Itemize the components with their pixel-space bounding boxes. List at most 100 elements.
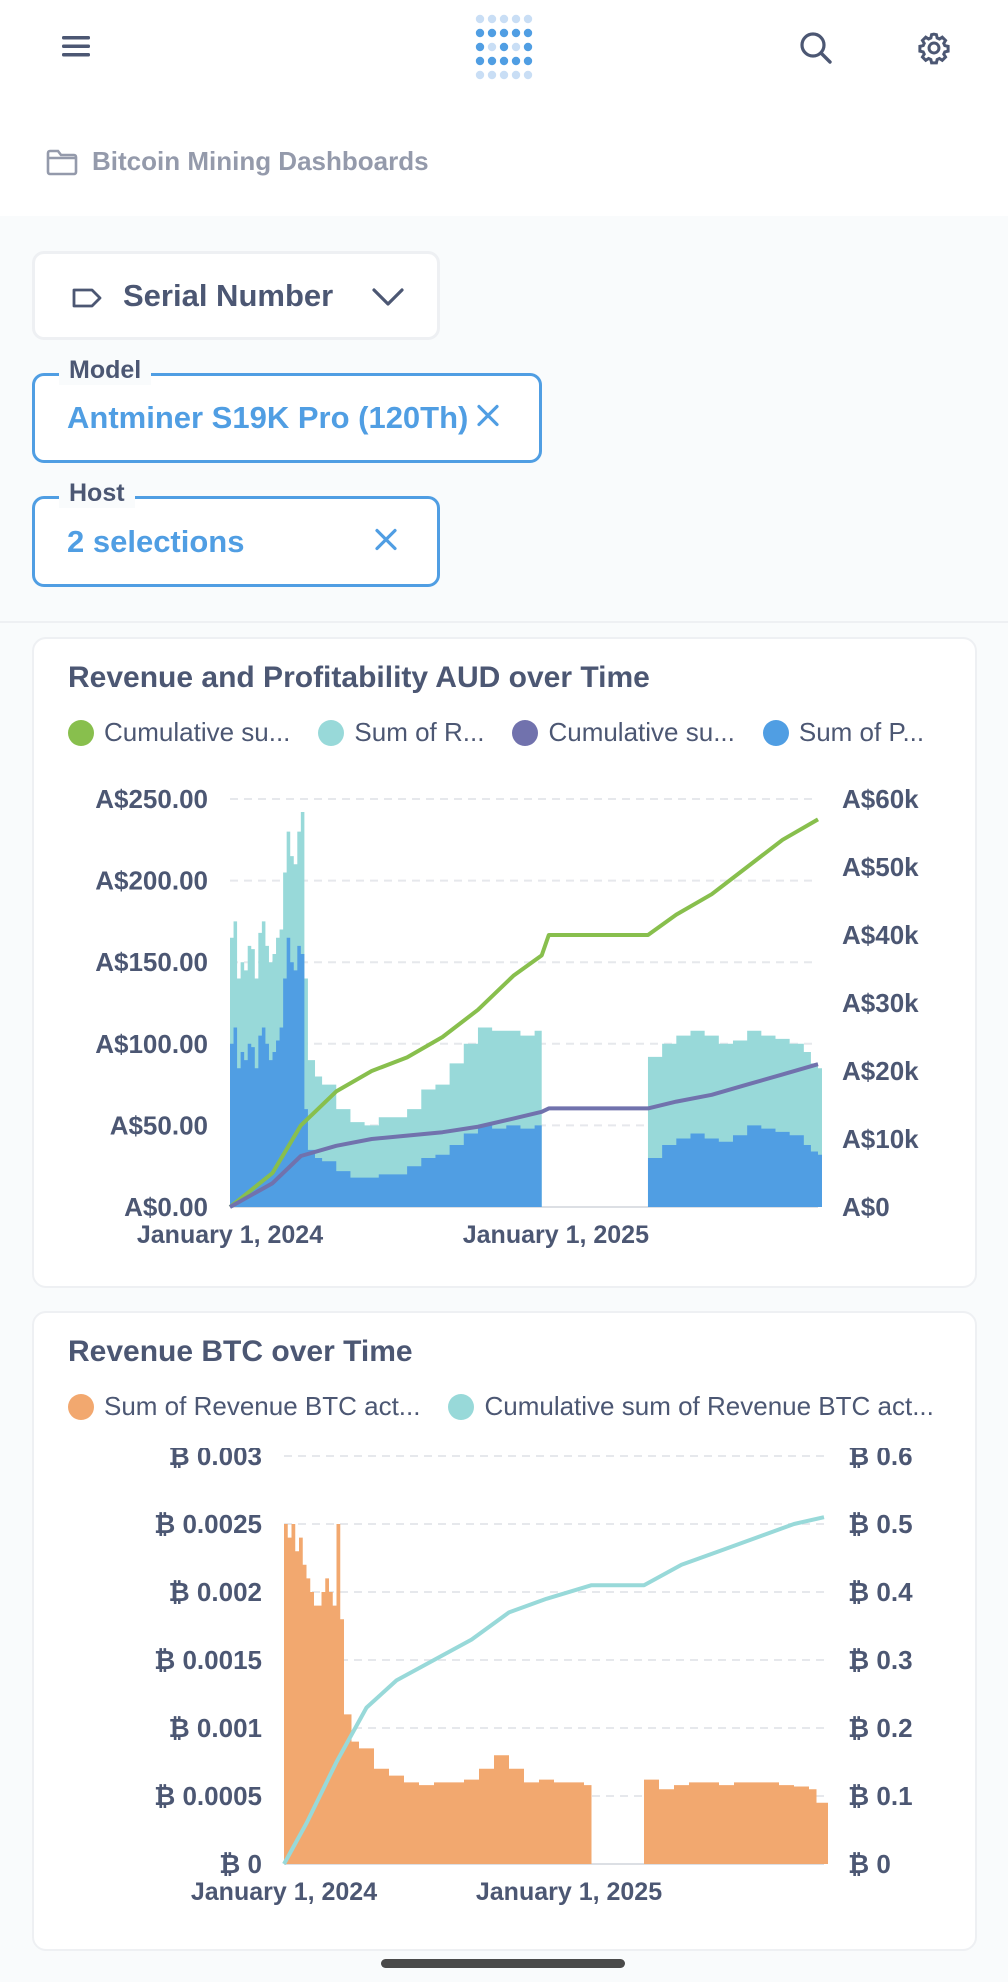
gear-icon: [918, 32, 950, 65]
series-line: [229, 1062, 819, 1209]
legend-label: Sum of P...: [798, 717, 925, 747]
chevron-down-icon: [372, 288, 404, 306]
series-line: [282, 1515, 825, 1865]
revenue-btc-chart[interactable]: ₿ 0 ₿ 0.0005 ₿ 0.001 ₿ 0.0015 ₿ 0.002 ₿ 0.002…: [34, 1448, 975, 1948]
logo-dot: [487, 70, 497, 80]
metabase-logo-icon: [475, 14, 533, 80]
legend-item[interactable]: Sum of R...: [318, 717, 484, 748]
series-bars: [230, 812, 822, 1207]
x-tick-label: January 1, 2025: [476, 1878, 662, 1906]
logo-dot: [523, 42, 533, 52]
legend-label: Sum of Revenue BTC act...: [104, 1391, 421, 1421]
y-tick-label: A$0.00: [124, 1192, 208, 1222]
y2-tick-label: ₿ 0: [848, 1849, 891, 1879]
legend-dot: [512, 719, 539, 746]
logo-dot: [487, 28, 497, 38]
top-bar: Bitcoin Mining Dashboards: [0, 0, 1008, 216]
chart-legend: Sum of Revenue BTC act... Cumulative sum…: [68, 1391, 934, 1422]
logo-dot: [475, 56, 485, 66]
logo-dot: [523, 70, 533, 80]
logo-dot: [475, 28, 485, 38]
breadcrumb-label: Bitcoin Mining Dashboards: [92, 146, 429, 176]
legend-item[interactable]: Sum of Revenue BTC act...: [68, 1391, 420, 1422]
y2-tick-label: ₿ 0.3: [848, 1645, 913, 1675]
logo-dot: [487, 42, 497, 52]
card-title[interactable]: Revenue BTC over Time: [68, 1335, 413, 1368]
revenue-aud-card: Revenue and Profitability AUD over Time …: [32, 637, 977, 1288]
y-tick-label: ₿ 0.001: [169, 1713, 262, 1743]
menu-button[interactable]: [56, 26, 96, 66]
y-tick-label: ₿ 0: [219, 1849, 262, 1879]
filters-divider: [0, 621, 1008, 623]
host-filter[interactable]: Host 2 selections: [32, 479, 440, 587]
y2-tick-label: ₿ 0.4: [848, 1577, 913, 1607]
legend-dot: [448, 1393, 475, 1420]
logo-dot: [475, 14, 485, 24]
series-line: [228, 817, 819, 1209]
logo-dot: [487, 56, 497, 66]
y2-tick-label: A$40k: [842, 920, 919, 950]
serial-number-filter[interactable]: Serial Number: [32, 251, 440, 340]
y-tick-label: ₿ 0.003: [169, 1448, 262, 1471]
tag-icon: [72, 288, 102, 308]
logo-dot: [475, 42, 485, 52]
host-filter-legend: Host: [59, 479, 135, 508]
home-indicator: [381, 1959, 625, 1968]
y2-tick-label: ₿ 0.6: [848, 1448, 913, 1471]
breadcrumb[interactable]: Bitcoin Mining Dashboards: [46, 146, 429, 177]
search-button[interactable]: [794, 26, 838, 70]
logo-dot: [511, 28, 521, 38]
legend-item[interactable]: Cumulative su...: [68, 717, 290, 748]
x-tick-label: January 1, 2024: [137, 1221, 323, 1249]
model-clear-button[interactable]: [475, 403, 501, 434]
hamburger-icon: [62, 36, 90, 57]
legend-item[interactable]: Sum of P...: [762, 717, 925, 748]
legend-label: Sum of R...: [354, 717, 485, 747]
y2-tick-label: ₿ 0.5: [848, 1509, 913, 1539]
y-tick-label: ₿ 0.0025: [154, 1509, 262, 1539]
logo-dot: [499, 14, 509, 24]
x-tick-label: January 1, 2024: [191, 1878, 377, 1906]
logo-dot: [487, 14, 497, 24]
legend-label: Cumulative su...: [104, 717, 291, 747]
y-tick-label: A$150.00: [95, 947, 208, 977]
legend-item[interactable]: Cumulative su...: [512, 717, 735, 748]
legend-dot: [68, 719, 94, 746]
card-title[interactable]: Revenue and Profitability AUD over Time: [68, 661, 650, 694]
logo-dot: [499, 42, 509, 52]
legend-label: Cumulative sum of Revenue BTC act...: [484, 1391, 934, 1421]
y-tick-label: ₿ 0.0005: [154, 1781, 262, 1811]
close-icon: [477, 404, 499, 427]
logo-dot: [511, 56, 521, 66]
legend-item[interactable]: Cumulative sum of Revenue BTC act...: [448, 1391, 934, 1422]
logo-dot: [511, 70, 521, 80]
chart-legend: Cumulative su... Sum of R... Cumulative …: [68, 717, 924, 748]
settings-button[interactable]: [912, 26, 956, 70]
logo-dot: [511, 42, 521, 52]
logo-dot: [523, 28, 533, 38]
logo-dot: [499, 28, 509, 38]
model-filter-value: Antminer S19K Pro (120Th): [67, 400, 469, 435]
model-filter-legend: Model: [59, 356, 152, 385]
host-filter-value: 2 selections: [67, 523, 245, 559]
logo-button[interactable]: [466, 10, 542, 86]
legend-label: Cumulative su...: [548, 717, 735, 747]
series-bars: [284, 1524, 828, 1864]
y2-tick-label: A$30k: [842, 988, 919, 1018]
y2-tick-label: A$10k: [842, 1124, 919, 1154]
y-tick-label: A$50.00: [110, 1110, 208, 1140]
logo-dot: [499, 70, 509, 80]
model-filter[interactable]: Model Antminer S19K Pro (120Th): [32, 356, 542, 463]
revenue-aud-chart[interactable]: A$0.00 A$50.00 A$100.00 A$150.00 A$200.00 A$2…: [34, 774, 975, 1274]
y2-tick-label: A$50k: [842, 852, 919, 882]
y-tick-label: A$100.00: [95, 1029, 208, 1059]
series-bars: [230, 937, 822, 1207]
y2-tick-label: ₿ 0.1: [848, 1781, 913, 1811]
legend-dot: [68, 1393, 94, 1420]
serial-number-label: Serial Number: [123, 277, 334, 313]
logo-dot: [523, 56, 533, 66]
y2-tick-label: A$0: [842, 1192, 890, 1222]
legend-dot: [762, 719, 789, 746]
y-tick-label: A$250.00: [95, 784, 208, 814]
host-clear-button[interactable]: [373, 526, 399, 557]
